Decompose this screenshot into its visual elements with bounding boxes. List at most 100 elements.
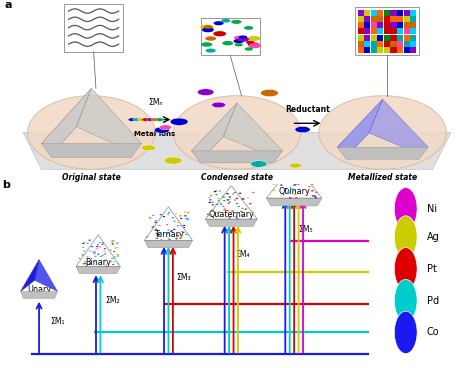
Circle shape	[288, 170, 291, 171]
Bar	[403, 28, 410, 35]
Circle shape	[170, 118, 188, 125]
Polygon shape	[23, 132, 451, 169]
Circle shape	[155, 222, 157, 223]
Circle shape	[177, 235, 179, 236]
Circle shape	[293, 185, 296, 186]
Circle shape	[133, 118, 141, 121]
Circle shape	[117, 263, 119, 264]
Circle shape	[156, 233, 158, 234]
Circle shape	[156, 233, 159, 234]
Circle shape	[112, 264, 114, 265]
Circle shape	[294, 184, 297, 185]
Circle shape	[311, 190, 314, 191]
Bar	[397, 41, 403, 47]
Polygon shape	[369, 99, 428, 152]
Circle shape	[173, 229, 175, 230]
Polygon shape	[205, 219, 257, 227]
Circle shape	[241, 198, 244, 200]
Circle shape	[293, 184, 296, 186]
Circle shape	[112, 243, 114, 244]
Bar	[377, 47, 383, 53]
Circle shape	[155, 233, 157, 234]
Circle shape	[228, 197, 231, 198]
Bar	[371, 41, 377, 47]
Circle shape	[183, 225, 185, 226]
Circle shape	[175, 238, 178, 239]
Bar	[364, 28, 370, 35]
Circle shape	[261, 89, 278, 96]
Text: Quinary: Quinary	[278, 187, 310, 197]
Bar	[410, 10, 416, 15]
Circle shape	[249, 203, 252, 204]
Circle shape	[209, 202, 211, 203]
Circle shape	[228, 218, 231, 220]
Circle shape	[289, 197, 292, 199]
Circle shape	[218, 200, 220, 201]
Circle shape	[289, 171, 292, 172]
Circle shape	[226, 216, 229, 217]
Circle shape	[269, 181, 272, 182]
Circle shape	[241, 208, 244, 209]
Polygon shape	[20, 291, 57, 298]
Circle shape	[293, 182, 296, 183]
Circle shape	[85, 263, 87, 264]
Bar	[377, 16, 383, 22]
Circle shape	[83, 251, 85, 252]
Circle shape	[99, 242, 101, 243]
Bar	[397, 47, 403, 53]
Bar	[391, 16, 397, 22]
Circle shape	[270, 177, 273, 178]
Circle shape	[155, 220, 157, 222]
Circle shape	[167, 238, 170, 240]
Circle shape	[215, 194, 218, 195]
Bar	[397, 28, 403, 35]
Circle shape	[226, 193, 229, 194]
Bar	[357, 28, 364, 35]
Circle shape	[274, 183, 277, 184]
Circle shape	[113, 251, 115, 252]
Circle shape	[84, 261, 86, 262]
Circle shape	[156, 238, 158, 239]
Bar	[384, 28, 390, 35]
Polygon shape	[191, 151, 283, 163]
Bar	[391, 10, 397, 15]
Bar	[397, 16, 403, 22]
Circle shape	[170, 231, 172, 232]
Circle shape	[160, 214, 162, 215]
Circle shape	[303, 173, 306, 174]
Bar	[357, 35, 364, 41]
Circle shape	[279, 170, 281, 171]
Circle shape	[221, 19, 230, 22]
Circle shape	[236, 203, 238, 204]
Bar	[403, 41, 410, 47]
Circle shape	[226, 210, 228, 211]
Bar	[384, 35, 390, 41]
Circle shape	[110, 261, 112, 262]
Circle shape	[104, 254, 106, 255]
Circle shape	[290, 182, 292, 183]
Circle shape	[146, 118, 155, 121]
Bar	[371, 28, 377, 35]
Circle shape	[167, 229, 170, 231]
Circle shape	[155, 229, 157, 230]
Circle shape	[213, 31, 226, 36]
Circle shape	[182, 227, 185, 228]
Circle shape	[209, 199, 211, 201]
Circle shape	[248, 42, 259, 47]
Circle shape	[228, 216, 231, 217]
Circle shape	[89, 250, 91, 251]
Circle shape	[175, 213, 177, 215]
Text: Pd: Pd	[427, 296, 439, 305]
Circle shape	[180, 236, 183, 237]
Circle shape	[181, 231, 183, 232]
Bar	[410, 41, 416, 47]
Bar	[377, 35, 383, 41]
Circle shape	[113, 261, 116, 262]
Circle shape	[311, 195, 314, 197]
Circle shape	[299, 170, 301, 171]
Circle shape	[171, 230, 173, 231]
Circle shape	[308, 172, 310, 173]
Text: Pt: Pt	[427, 264, 437, 274]
Circle shape	[235, 43, 243, 46]
Circle shape	[237, 37, 249, 42]
